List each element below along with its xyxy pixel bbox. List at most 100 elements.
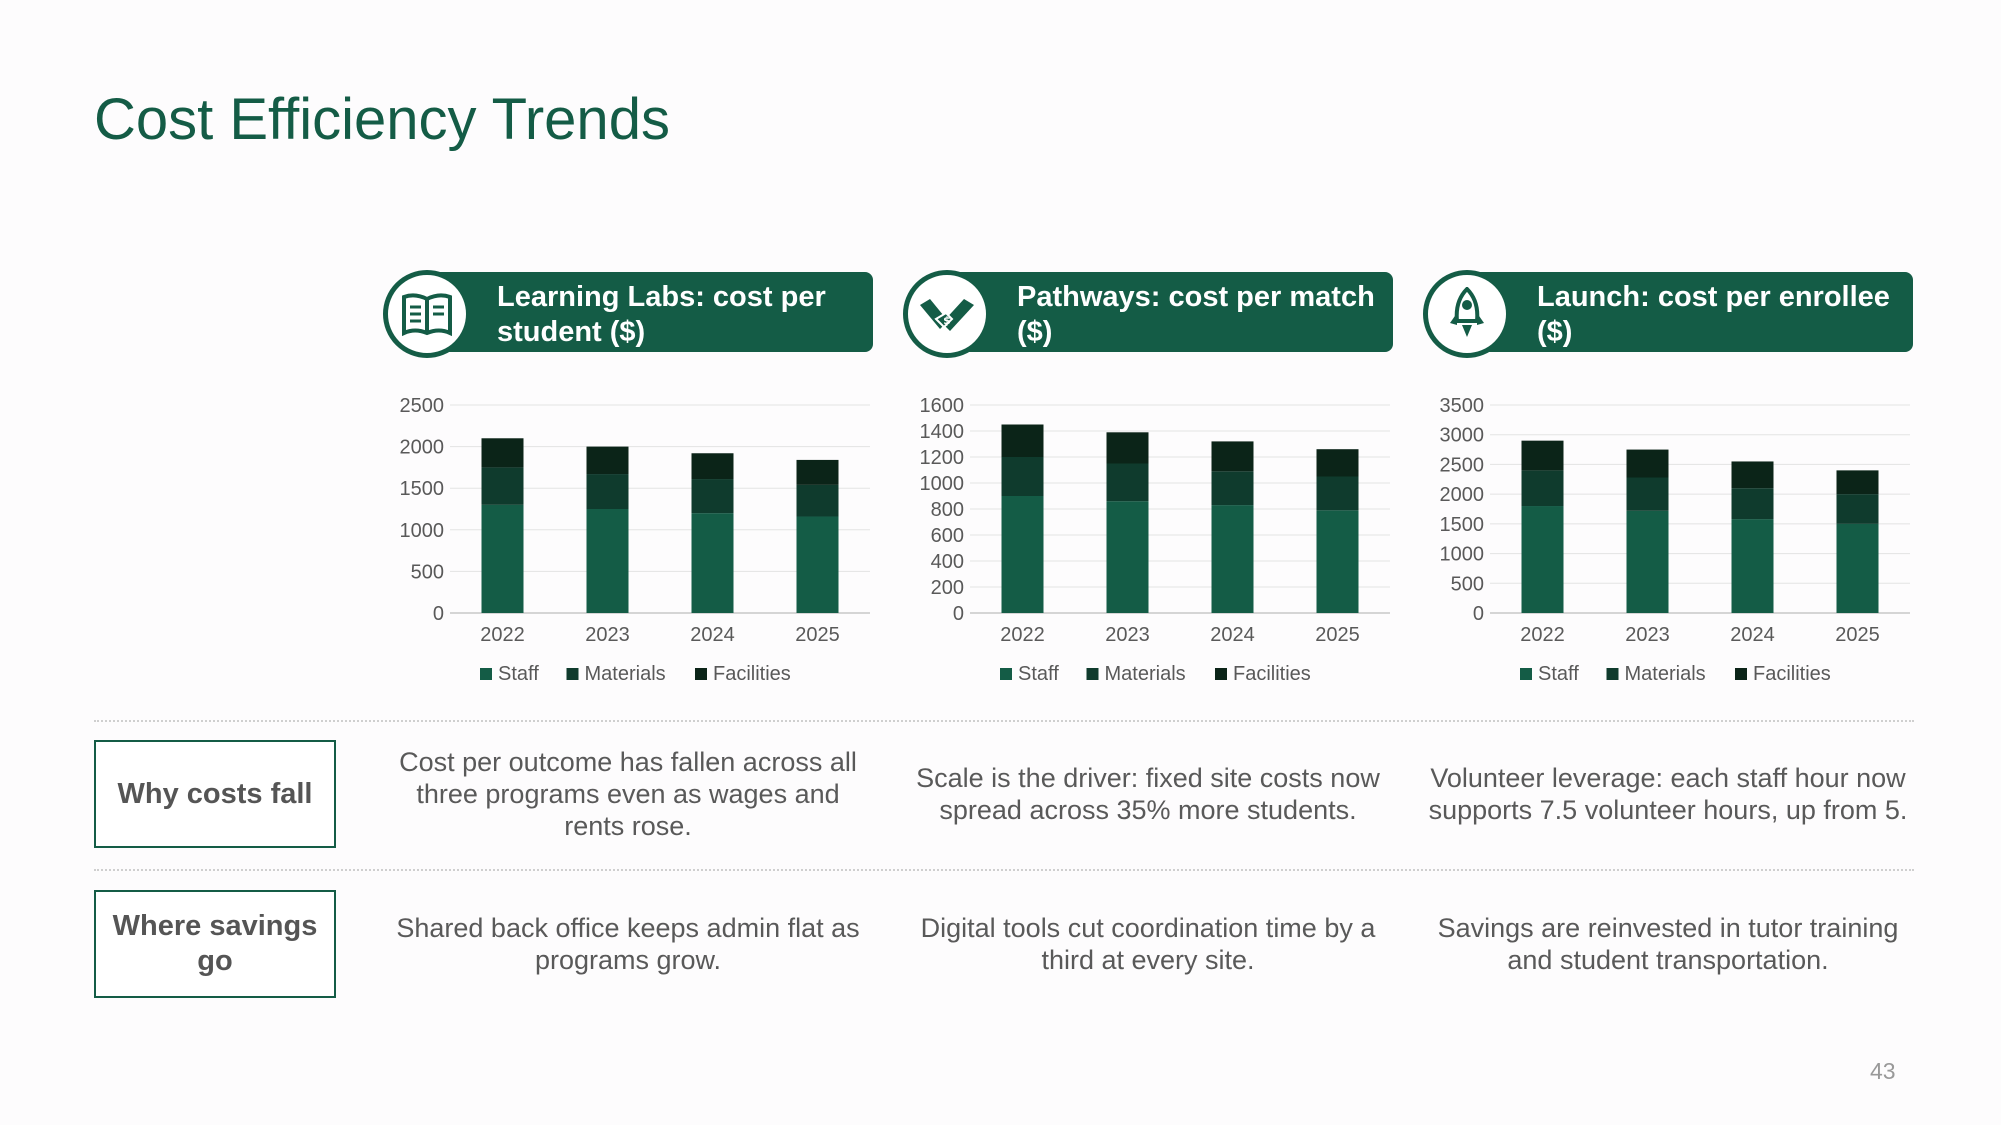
bar-segment-staff	[1316, 510, 1359, 613]
bar-segment-materials	[691, 479, 734, 514]
bar-segment-materials	[796, 484, 839, 517]
stacked-bar-chart: 0 500 1000 1500 2000 2500 2022 2023 2024 2025 Staf…	[400, 395, 870, 685]
y-tick-label: 1000	[920, 473, 965, 495]
chart-pathways: 0 200 400 600 800 1000 1200 1400 1600 2022 2023 202…	[900, 385, 1400, 705]
legend-label: Staff	[1018, 663, 1059, 685]
y-tick-label: 2000	[1440, 484, 1485, 506]
y-tick-label: 0	[953, 603, 964, 625]
bar-segment-materials	[1521, 470, 1564, 507]
x-tick-label: 2024	[1730, 624, 1775, 646]
handshake-icon: $	[920, 299, 974, 331]
y-tick-label: 2500	[1440, 454, 1485, 476]
bar-segment-materials	[481, 467, 524, 505]
header-bar	[1463, 272, 1913, 352]
bar-segment-staff	[1106, 501, 1149, 613]
bar-segment-materials	[1731, 488, 1774, 520]
book-icon	[402, 293, 452, 337]
legend-label: Staff	[498, 663, 539, 685]
bar-segment-materials	[1316, 476, 1359, 511]
bar-segment-materials	[586, 474, 629, 509]
bar-segment-facilities	[481, 438, 524, 468]
bar-segment-staff	[586, 509, 629, 613]
y-tick-label: 800	[931, 499, 964, 521]
y-tick-label: 3500	[1440, 395, 1485, 417]
y-tick-label: 1600	[920, 395, 965, 417]
y-tick-label: 0	[433, 603, 444, 625]
bar-segment-facilities	[1106, 432, 1149, 464]
y-tick-label: 200	[931, 577, 964, 599]
row-cell: Digital tools cut coordination time by a…	[920, 913, 1376, 975]
bar-segment-staff	[481, 504, 524, 613]
icon-badge	[383, 270, 471, 358]
bar-segment-facilities	[1001, 424, 1044, 457]
y-tick-label: 1200	[920, 447, 965, 469]
legend-label: Facilities	[1753, 663, 1831, 685]
divider	[94, 869, 1914, 871]
y-tick-label: 600	[931, 525, 964, 547]
legend-swatch	[1520, 668, 1532, 680]
x-tick-label: 2022	[480, 624, 525, 646]
y-tick-label: 1400	[920, 421, 965, 443]
program-header-text: Learning Labs: cost per student ($)	[497, 281, 826, 348]
program-header-text: Pathways: cost per match ($)	[1017, 281, 1375, 348]
program-header-text: Launch: cost per enrollee ($)	[1537, 281, 1890, 348]
x-tick-label: 2025	[795, 624, 840, 646]
x-tick-label: 2022	[1520, 624, 1565, 646]
bar-segment-staff	[1731, 519, 1774, 613]
bar-segment-facilities	[1521, 440, 1564, 471]
bar-segment-facilities	[691, 453, 734, 480]
chart-learning-labs: 0 500 1000 1500 2000 2500 2022 2023 2024 2025 Staf…	[380, 385, 880, 705]
bar-segment-staff	[796, 516, 839, 613]
bar-segment-staff	[1626, 510, 1669, 613]
icon-badge: $	[903, 270, 991, 358]
bar-segment-materials	[1211, 471, 1254, 506]
rocket-icon	[1450, 287, 1484, 337]
bar-segment-facilities	[1626, 449, 1669, 478]
bar-segment-facilities	[1316, 449, 1359, 477]
header-bar	[943, 272, 1393, 352]
bar-segment-facilities	[586, 446, 629, 475]
y-tick-label: 0	[1473, 603, 1484, 625]
y-tick-label: 1000	[1440, 544, 1485, 566]
stacked-bar-chart: 0 500 1000 1500 2000 2500 3000 3500 2022 2023 2024…	[1440, 395, 1910, 685]
y-tick-label: 500	[411, 561, 444, 583]
x-tick-label: 2024	[1210, 624, 1255, 646]
y-tick-label: 1000	[400, 520, 445, 542]
legend-swatch	[1086, 668, 1099, 680]
svg-text:$: $	[943, 314, 951, 327]
row-cell: Shared back office keeps admin flat as p…	[396, 913, 860, 975]
legend-label: Materials	[1105, 663, 1186, 685]
header-bar	[423, 272, 873, 352]
legend-swatch	[480, 668, 492, 680]
divider	[94, 720, 1914, 722]
program-header-learning-labs: Learning Labs: cost per student ($)	[383, 270, 873, 358]
legend-label: Materials	[1625, 663, 1706, 685]
bar-segment-materials	[1001, 457, 1044, 496]
row-cell: Volunteer leverage: each staff hour now …	[1428, 763, 1908, 825]
program-header-launch: Launch: cost per enrollee ($)	[1423, 270, 1913, 358]
x-tick-label: 2023	[1625, 624, 1670, 646]
bar-segment-facilities	[796, 459, 839, 485]
icon-badge	[1423, 270, 1511, 358]
legend-swatch	[1215, 668, 1227, 680]
x-tick-label: 2023	[1105, 624, 1150, 646]
bar-segment-staff	[1836, 523, 1879, 613]
chart-launch: 0 500 1000 1500 2000 2500 3000 3500 2022 2023 2024…	[1420, 385, 1920, 705]
y-tick-label: 3000	[1440, 425, 1485, 447]
legend-label: Facilities	[1233, 663, 1311, 685]
legend-swatch	[1735, 668, 1747, 680]
legend-label: Staff	[1538, 663, 1579, 685]
row-label-where-savings-go: Where savings go	[94, 890, 336, 998]
legend-swatch	[566, 668, 579, 680]
bar-segment-facilities	[1731, 461, 1774, 489]
legend-label: Materials	[585, 663, 666, 685]
y-tick-label: 1500	[1440, 514, 1485, 536]
bar-segment-staff	[691, 513, 734, 613]
x-tick-label: 2022	[1000, 624, 1045, 646]
bar-segment-staff	[1211, 505, 1254, 613]
page-number: 43	[1870, 1058, 1896, 1084]
x-tick-label: 2023	[585, 624, 630, 646]
bar-segment-facilities	[1836, 470, 1879, 495]
bar-segment-materials	[1106, 463, 1149, 502]
y-tick-label: 2000	[400, 437, 445, 459]
